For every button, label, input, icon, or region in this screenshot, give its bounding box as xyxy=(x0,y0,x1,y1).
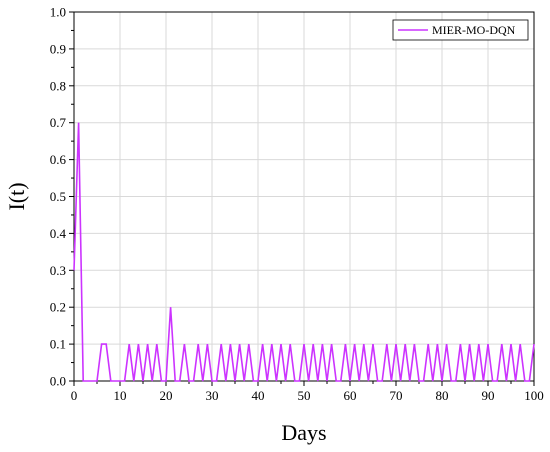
legend: MIER-MO-DQN xyxy=(392,19,529,41)
x-tick-label: 30 xyxy=(206,388,219,403)
y-tick-label: 0.9 xyxy=(50,41,66,56)
series-layer xyxy=(73,122,535,382)
x-tick-label: 100 xyxy=(524,388,544,403)
y-tick-label: 0.5 xyxy=(50,189,66,204)
legend-label: MIER-MO-DQN xyxy=(432,23,516,37)
x-tick-label: 80 xyxy=(436,388,449,403)
x-tick-label: 40 xyxy=(252,388,265,403)
x-tick-label: 70 xyxy=(390,388,403,403)
axis-ticks: 0 10 20 30 40 50 60 70 80 90 100 0.0 0.1 0.2 0.3 0.4 0.5… xyxy=(50,5,544,404)
x-axis-title: Days xyxy=(281,420,326,445)
y-tick-label: 0.3 xyxy=(50,263,66,278)
x-tick-label: 60 xyxy=(344,388,357,403)
x-tick-label: 90 xyxy=(482,388,495,403)
y-tick-label: 0.7 xyxy=(50,115,67,130)
y-tick-label: 0.6 xyxy=(50,152,67,167)
y-axis-title: I(t) xyxy=(4,182,29,210)
x-tick-label: 0 xyxy=(71,388,78,403)
y-tick-label: 0.0 xyxy=(50,374,66,389)
x-tick-label: 50 xyxy=(298,388,311,403)
legend-box xyxy=(392,19,529,41)
y-tick-label: 1.0 xyxy=(50,5,66,20)
x-tick-label: 10 xyxy=(114,388,127,403)
y-tick-label: 0.1 xyxy=(50,337,66,352)
series-line xyxy=(73,122,535,382)
y-tick-label: 0.4 xyxy=(50,226,67,241)
y-tick-label: 0.8 xyxy=(50,78,66,93)
grid xyxy=(74,12,534,381)
x-tick-label: 20 xyxy=(160,388,173,403)
y-tick-label: 0.2 xyxy=(50,300,66,315)
